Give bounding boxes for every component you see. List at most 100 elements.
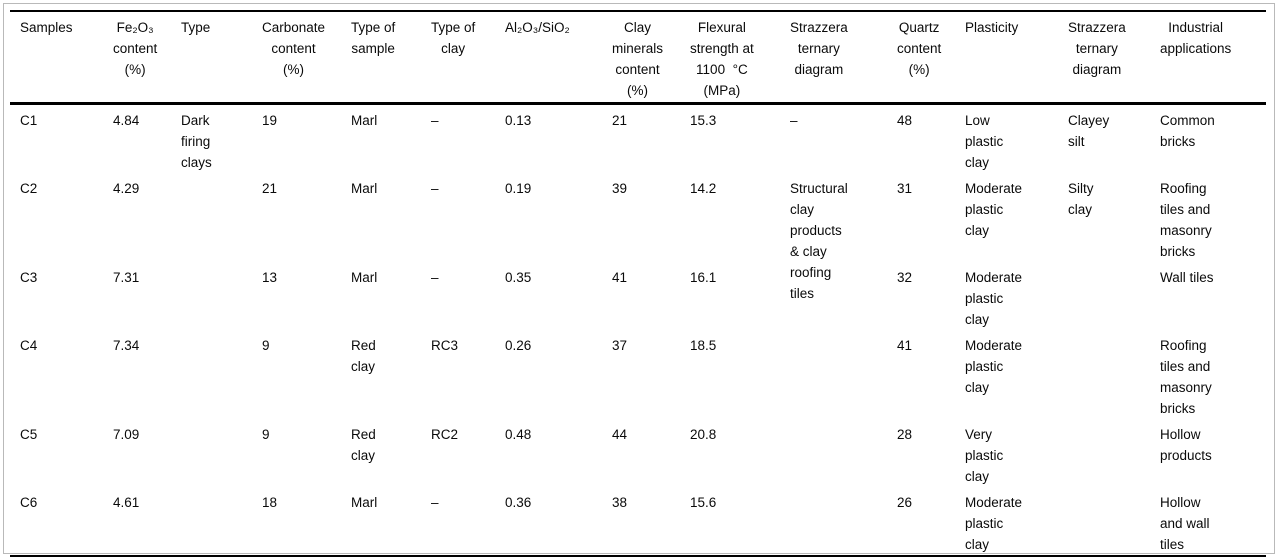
cell-carbonate-content: 9 — [262, 426, 270, 442]
cell-type-of-sample: Marl — [351, 494, 378, 510]
cell-type-of-clay: – — [431, 112, 439, 128]
cell-clay-minerals-content: 41 — [612, 269, 628, 285]
cell-industrial-applications: Roofing tiles and masonry bricks — [1160, 180, 1212, 259]
cell-sample-id: C6 — [20, 494, 38, 510]
cell-flexural-strength: 18.5 — [690, 337, 717, 353]
col-header-type-of-sample: Type of sample — [347, 11, 427, 105]
cell-carbonate-content: 9 — [262, 337, 270, 353]
cell-industrial-applications: Wall tiles — [1160, 269, 1214, 285]
cell-flexural-strength: 16.1 — [690, 269, 717, 285]
col-header-type-of-clay-label: Type of clay — [431, 20, 476, 56]
table-row-c4: C4 7.34 9 Red clay RC3 0.26 37 18.5 41 M… — [10, 330, 1266, 419]
table-row-c1: C1 4.84 Dark firing clays 19 Marl – 0.13… — [10, 103, 1266, 173]
cell-al2o3-sio2-ratio: 0.35 — [505, 269, 532, 285]
cell-strazzera2: Clayey silt — [1068, 112, 1110, 149]
cell-type-of-clay: – — [431, 494, 439, 510]
cell-fe2o3-content: 7.31 — [113, 269, 140, 285]
cell-flexural-strength: 15.6 — [690, 494, 717, 510]
col-header-plasticity: Plasticity — [961, 11, 1064, 105]
cell-quartz-content: 32 — [897, 269, 913, 285]
cell-quartz-content: 28 — [897, 426, 913, 442]
col-header-al2o3-sio2-ratio: Al₂O₃/SiO₂ — [501, 11, 608, 105]
cell-plasticity: Moderate plastic clay — [965, 337, 1023, 395]
cell-plasticity: Moderate plastic clay — [965, 494, 1023, 552]
cell-strazzera1: – — [790, 112, 798, 128]
table-row-c5: C5 7.09 9 Red clay RC2 0.48 44 20.8 28 V… — [10, 419, 1266, 487]
cell-type-of-sample: Red clay — [351, 426, 376, 463]
cell-quartz-content: 41 — [897, 337, 913, 353]
cell-al2o3-sio2-ratio: 0.26 — [505, 337, 532, 353]
cell-quartz-content: 31 — [897, 180, 913, 196]
cell-carbonate-content: 21 — [262, 180, 278, 196]
header-row: Samples Fe₂O₃ content (%) Type Carbonate… — [10, 11, 1266, 105]
col-header-fe2o3-label: Fe₂O₃ content (%) — [113, 20, 158, 77]
cell-industrial-applications: Hollow products — [1160, 426, 1212, 463]
cell-type-of-clay: – — [431, 180, 439, 196]
col-header-carbonate-label: Carbonate content (%) — [262, 20, 326, 77]
col-header-type-of-sample-label: Type of sample — [351, 20, 396, 56]
col-header-clay-minerals-content: Clay minerals content (%) — [608, 11, 686, 105]
col-header-strazzera-ternary-diagram-1: Strazzera ternary diagram — [786, 11, 893, 105]
cell-sample-id: C5 — [20, 426, 38, 442]
col-header-flexural-strength: Flexural strength at 1100 °C (MPa) — [686, 11, 786, 105]
cell-quartz-content: 26 — [897, 494, 913, 510]
cell-fe2o3-content: 4.61 — [113, 494, 140, 510]
cell-flexural-strength: 14.2 — [690, 180, 717, 196]
cell-type-of-sample: Red clay — [351, 337, 376, 374]
cell-fe2o3-content: 4.84 — [113, 112, 140, 128]
col-header-carbonate-content: Carbonate content (%) — [258, 11, 347, 105]
cell-al2o3-sio2-ratio: 0.19 — [505, 180, 532, 196]
col-header-strazzera-ternary-diagram-2: Strazzera ternary diagram — [1064, 11, 1156, 105]
cell-plasticity: Moderate plastic clay — [965, 269, 1023, 327]
col-header-fe2o3-content: Fe₂O₃ content (%) — [109, 11, 177, 105]
cell-type-of-sample: Marl — [351, 112, 378, 128]
cell-fe2o3-content: 7.34 — [113, 337, 140, 353]
cell-type-of-clay: RC3 — [431, 337, 459, 353]
clay-samples-table: Samples Fe₂O₃ content (%) Type Carbonate… — [10, 10, 1266, 557]
col-header-al2o3-sio2-label: Al₂O₃/SiO₂ — [505, 20, 570, 35]
cell-clay-minerals-content: 39 — [612, 180, 628, 196]
col-header-strazzera1-label: Strazzera ternary diagram — [790, 20, 848, 77]
col-header-samples: Samples — [10, 11, 109, 105]
cell-type-of-sample: Marl — [351, 180, 378, 196]
cell-type-of-clay: – — [431, 269, 439, 285]
col-header-quartz-content: Quartz content (%) — [893, 11, 961, 105]
cell-plasticity: Low plastic clay — [965, 112, 1004, 170]
cell-sample-id: C3 — [20, 269, 38, 285]
cell-clay-minerals-content: 38 — [612, 494, 628, 510]
cell-quartz-content: 48 — [897, 112, 913, 128]
col-header-clay-minerals-label: Clay minerals content (%) — [612, 20, 664, 98]
cell-fe2o3-content: 4.29 — [113, 180, 140, 196]
cell-plasticity: Very plastic clay — [965, 426, 1004, 484]
cell-sample-id: C4 — [20, 337, 38, 353]
cell-clay-minerals-content: 44 — [612, 426, 628, 442]
cell-al2o3-sio2-ratio: 0.48 — [505, 426, 532, 442]
col-header-strazzera2-label: Strazzera ternary diagram — [1068, 20, 1126, 77]
cell-flexural-strength: 20.8 — [690, 426, 717, 442]
cell-sample-id: C1 — [20, 112, 38, 128]
col-header-industrial-label: Industrial applications — [1160, 20, 1232, 56]
cell-industrial-applications: Common bricks — [1160, 112, 1215, 149]
cell-clay-minerals-content: 37 — [612, 337, 628, 353]
cell-type-merged: Dark firing clays — [181, 112, 212, 170]
cell-flexural-strength: 15.3 — [690, 112, 717, 128]
cell-carbonate-content: 19 — [262, 112, 278, 128]
col-header-type-label: Type — [181, 20, 211, 35]
col-header-plasticity-label: Plasticity — [965, 20, 1019, 35]
cell-carbonate-content: 18 — [262, 494, 278, 510]
cell-plasticity: Moderate plastic clay — [965, 180, 1023, 238]
col-header-type: Type — [177, 11, 258, 105]
cell-sample-id: C2 — [20, 180, 38, 196]
cell-al2o3-sio2-ratio: 0.36 — [505, 494, 532, 510]
cell-al2o3-sio2-ratio: 0.13 — [505, 112, 532, 128]
table-row-c6: C6 4.61 18 Marl – 0.36 38 15.6 26 Modera… — [10, 487, 1266, 556]
table-row-c3: C3 7.31 13 Marl – 0.35 41 16.1 32 Modera… — [10, 262, 1266, 330]
cell-industrial-applications: Roofing tiles and masonry bricks — [1160, 337, 1212, 416]
col-header-samples-label: Samples — [20, 20, 73, 35]
cell-type-of-sample: Marl — [351, 269, 378, 285]
table-row-c2: C2 4.29 21 Marl – 0.19 39 14.2 Structura… — [10, 173, 1266, 301]
col-header-industrial-applications: Industrial applications — [1156, 11, 1266, 105]
cell-industrial-applications: Hollow and wall tiles — [1160, 494, 1210, 552]
col-header-type-of-clay: Type of clay — [427, 11, 501, 105]
